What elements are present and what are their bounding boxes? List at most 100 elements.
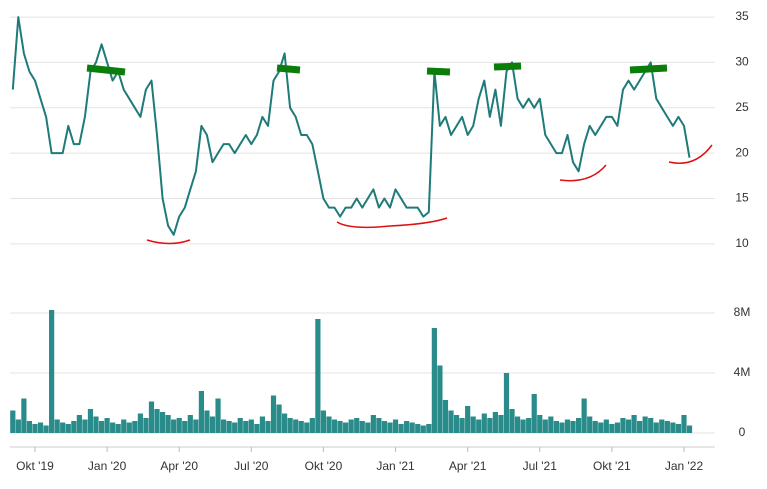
volume-bar bbox=[592, 421, 598, 433]
volume-bar bbox=[159, 412, 166, 433]
volume-bar bbox=[587, 416, 593, 433]
volume-bar bbox=[404, 421, 410, 433]
volume-bar bbox=[481, 413, 487, 433]
volume-bar bbox=[276, 404, 282, 433]
volume-bar bbox=[115, 424, 121, 433]
volume-bar bbox=[659, 419, 665, 433]
volume-bar bbox=[54, 419, 60, 433]
volume-bar bbox=[60, 422, 66, 433]
support-mark bbox=[336, 217, 448, 229]
volume-bar bbox=[614, 422, 621, 433]
volume-bar bbox=[620, 418, 626, 433]
volume-bar bbox=[459, 418, 465, 433]
price-line bbox=[11, 16, 691, 236]
x-tick-label: Okt '20 bbox=[305, 459, 343, 473]
y-tick-label: 15 bbox=[735, 191, 749, 205]
volume-bar bbox=[548, 416, 554, 433]
volume-bar bbox=[26, 421, 33, 433]
volume-bar bbox=[165, 415, 171, 433]
volume-bar bbox=[598, 422, 604, 433]
volume-bar bbox=[631, 415, 637, 433]
volume-bar bbox=[476, 419, 482, 433]
volume-bar bbox=[254, 424, 260, 433]
volume-bar bbox=[76, 415, 82, 433]
volume-bar bbox=[559, 422, 565, 433]
volume-bar bbox=[392, 419, 399, 433]
volume-bar bbox=[137, 413, 143, 433]
volume-bar bbox=[326, 416, 332, 433]
volume-bar bbox=[126, 422, 132, 433]
volume-bar bbox=[304, 422, 310, 433]
volume-bar bbox=[514, 416, 521, 433]
volume-bar bbox=[71, 421, 77, 433]
volume-bar bbox=[609, 424, 615, 433]
support-mark bbox=[559, 164, 607, 182]
volume-bar bbox=[492, 412, 498, 433]
volume-bar bbox=[187, 415, 193, 433]
x-tick-label: Okt '21 bbox=[593, 459, 631, 473]
volume-bar bbox=[431, 328, 437, 433]
volume-bar bbox=[265, 421, 271, 433]
x-tick-label: Jan '20 bbox=[88, 459, 127, 473]
volume-bar bbox=[259, 416, 266, 433]
x-tick-label: Apr '20 bbox=[160, 459, 198, 473]
volume-bar bbox=[282, 413, 288, 433]
volume-bar bbox=[359, 421, 365, 433]
y-tick-label: 30 bbox=[735, 55, 749, 69]
volume-bar bbox=[503, 373, 510, 433]
volume-bar bbox=[337, 421, 343, 433]
volume-bar bbox=[298, 421, 304, 433]
volume-bar bbox=[354, 418, 360, 433]
volume-bar bbox=[376, 418, 382, 433]
volume-bar bbox=[625, 419, 632, 433]
volume-bar bbox=[43, 425, 49, 433]
volume-bar bbox=[420, 425, 426, 433]
volume-bar bbox=[470, 416, 476, 433]
y-tick-label: 8M bbox=[734, 305, 751, 319]
volume-bar bbox=[642, 416, 648, 433]
volume-bar bbox=[542, 419, 548, 433]
volume-bar bbox=[415, 424, 421, 433]
volume-bar bbox=[121, 419, 127, 433]
volume-bar bbox=[653, 422, 659, 433]
volume-bar bbox=[209, 416, 216, 433]
volume-bar bbox=[21, 398, 27, 433]
volume-bar bbox=[148, 401, 155, 433]
volume-bar bbox=[453, 415, 460, 433]
volume-bar bbox=[448, 410, 454, 433]
volume-bar bbox=[98, 421, 105, 433]
volume-bar bbox=[348, 419, 354, 433]
volume-bar bbox=[315, 319, 321, 433]
y-tick-label: 4M bbox=[734, 365, 751, 379]
volume-bar bbox=[509, 409, 515, 433]
y-tick-label: 10 bbox=[735, 236, 749, 250]
x-tick-label: Apr '21 bbox=[449, 459, 487, 473]
volume-bar bbox=[331, 419, 338, 433]
volume-bar bbox=[409, 422, 415, 433]
volume-bar bbox=[110, 422, 116, 433]
volume-bar bbox=[215, 398, 221, 433]
x-tick-label: Jan '22 bbox=[665, 459, 704, 473]
volume-bar bbox=[320, 410, 327, 433]
volume-bar bbox=[664, 421, 670, 433]
volume-bar bbox=[87, 409, 94, 433]
volume-bar bbox=[104, 418, 110, 433]
volume-bar bbox=[154, 409, 160, 433]
annotations bbox=[86, 62, 713, 245]
volume-bar bbox=[603, 419, 609, 433]
x-tick-label: Jan '21 bbox=[376, 459, 415, 473]
volume-bar bbox=[37, 422, 44, 433]
volume-bar bbox=[82, 419, 88, 433]
volume-bar bbox=[132, 421, 138, 433]
x-tick-label: Jul '20 bbox=[234, 459, 269, 473]
volume-bar bbox=[575, 418, 582, 433]
volume-bar bbox=[465, 406, 471, 433]
resistance-mark bbox=[426, 67, 451, 76]
resistance-mark bbox=[493, 62, 522, 71]
volume-bar bbox=[226, 421, 232, 433]
volume-bar bbox=[243, 421, 249, 433]
y-tick-label: 25 bbox=[735, 100, 749, 114]
volume-bar bbox=[387, 422, 393, 433]
support-mark bbox=[146, 239, 191, 245]
